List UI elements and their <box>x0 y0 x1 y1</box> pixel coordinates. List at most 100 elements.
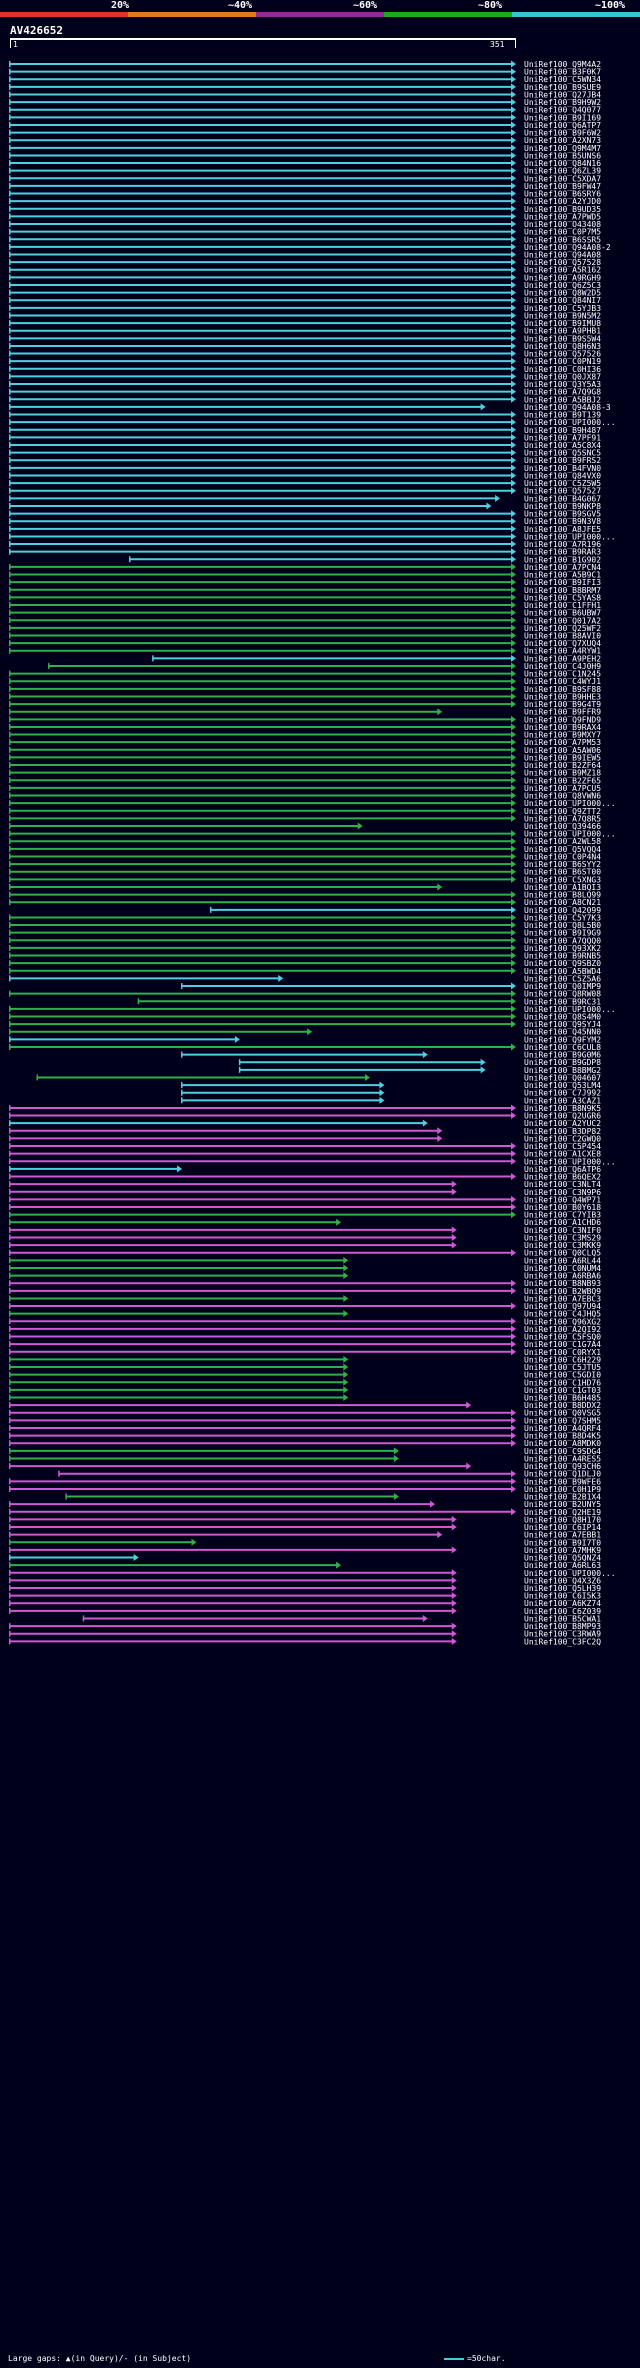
hit-label[interactable]: UniRef100_A4RYW1 <box>524 647 601 656</box>
hit-label[interactable]: UniRef100_Q8W2D5 <box>524 289 601 298</box>
hit-label[interactable]: UniRef100_Q6Z5C3 <box>524 281 601 290</box>
hit-label[interactable]: UniRef100_Q94A08-2 <box>524 243 611 252</box>
hit-label[interactable]: UniRef100_A2YJD0 <box>524 197 601 206</box>
hit-label[interactable]: UniRef100_Q57528 <box>524 258 601 267</box>
hit-label[interactable]: UniRef100_Q5VQQ4 <box>524 845 601 854</box>
hit-row[interactable]: UniRef100_B9F6W2 <box>9 129 601 138</box>
hit-row[interactable]: UniRef100_C6Z039 <box>9 1607 601 1616</box>
hit-row[interactable]: UniRef100_C1G7A4 <box>9 1340 601 1349</box>
hit-row[interactable]: UniRef100_C0NUM4 <box>9 1264 601 1273</box>
hit-label[interactable]: UniRef100_Q97U94 <box>524 1302 601 1311</box>
hit-label[interactable]: UniRef100_C1G7A4 <box>524 1340 601 1349</box>
hit-row[interactable]: UniRef100_C4J0H9 <box>48 662 601 671</box>
hit-label[interactable]: UniRef100_Q8RW08 <box>524 990 601 999</box>
hit-row[interactable]: UniRef100_C5Z5A6 <box>9 974 601 983</box>
hit-row[interactable]: UniRef100_Q9M4A2 <box>9 60 601 69</box>
hit-row[interactable]: UniRef100_A7Q8R5 <box>9 814 601 823</box>
hit-label[interactable]: UniRef100_B9T139 <box>524 411 601 420</box>
hit-row[interactable]: UniRef100_B2ZF65 <box>9 776 601 785</box>
hit-row[interactable]: UniRef100_Q84VX0 <box>9 471 601 480</box>
hit-label[interactable]: UniRef100_C0P7M5 <box>524 228 601 237</box>
hit-label[interactable]: UniRef100_A8CN21 <box>524 898 601 907</box>
hit-row[interactable]: UniRef100_B0Y618 <box>9 1203 601 1212</box>
hit-row[interactable]: UniRef100_UPI000... <box>9 799 616 808</box>
hit-label[interactable]: UniRef100_Q7SHM5 <box>524 1416 601 1425</box>
hit-row[interactable]: UniRef100_Q4X3Z6 <box>9 1576 601 1585</box>
hit-row[interactable]: UniRef100_B9S5W4 <box>9 334 601 343</box>
hit-row[interactable]: UniRef100_A5BBJ2 <box>9 395 601 404</box>
hit-row[interactable]: UniRef100_C3N9P6 <box>9 1188 601 1197</box>
hit-label[interactable]: UniRef100_C6IP14 <box>524 1523 601 1532</box>
hit-label[interactable]: UniRef100_A1CHD6 <box>524 1218 601 1227</box>
hit-label[interactable]: UniRef100_B8NB93 <box>524 1279 601 1288</box>
hit-row[interactable]: UniRef100_B6ST00 <box>9 868 601 877</box>
hit-row[interactable]: UniRef100_UPI000... <box>9 1569 616 1578</box>
hit-row[interactable]: UniRef100_Q4Q077 <box>9 106 601 115</box>
hit-row[interactable]: UniRef100_Q45NN0 <box>9 1028 601 1037</box>
hit-row[interactable]: UniRef100_B8AVI0 <box>9 632 601 641</box>
hit-row[interactable]: UniRef100_C0P7M5 <box>9 228 601 237</box>
hit-label[interactable]: UniRef100_B8MP93 <box>524 1622 601 1631</box>
hit-row[interactable]: UniRef100_B9G4T9 <box>9 700 601 709</box>
hit-row[interactable]: UniRef100_C3FC2Q <box>9 1637 601 1646</box>
hit-label[interactable]: UniRef100_B1G902 <box>524 555 601 564</box>
hit-label[interactable]: UniRef100_B9RAX4 <box>524 723 601 732</box>
hit-label[interactable]: UniRef100_Q84NI7 <box>524 296 601 305</box>
hit-row[interactable]: UniRef100_B8LQ99 <box>9 891 601 900</box>
hit-row[interactable]: UniRef100_Q8RW08 <box>9 990 601 999</box>
hit-row[interactable]: UniRef100_B8NB93 <box>9 1279 601 1288</box>
hit-row[interactable]: UniRef100_B4FVN0 <box>9 464 601 473</box>
hit-label[interactable]: UniRef100_Q9FND9 <box>524 715 601 724</box>
hit-row[interactable]: UniRef100_B6H485 <box>9 1394 601 1403</box>
hit-label[interactable]: UniRef100_A7EBC3 <box>524 1294 601 1303</box>
hit-row[interactable]: UniRef100_A1CHD6 <box>9 1218 601 1227</box>
hit-label[interactable]: UniRef100_A7R196 <box>524 540 601 549</box>
hit-label[interactable]: UniRef100_Q2UGR6 <box>524 1112 601 1121</box>
hit-row[interactable]: UniRef100_Q6ATP6 <box>9 1165 601 1174</box>
hit-row[interactable]: UniRef100_Q96XG2 <box>9 1317 601 1326</box>
hit-label[interactable]: UniRef100_C6Z039 <box>524 1607 601 1616</box>
hit-row[interactable]: UniRef100_B9RC31 <box>137 997 602 1006</box>
hit-row[interactable]: UniRef100_B9N5M2 <box>9 311 601 320</box>
hit-row[interactable]: UniRef100_Q5SNC5 <box>9 449 601 458</box>
hit-label[interactable]: UniRef100_B9I9G9 <box>524 929 601 938</box>
hit-row[interactable]: UniRef100_A4RES5 <box>9 1454 601 1463</box>
hit-label[interactable]: UniRef100_B9WFE6 <box>524 1477 601 1486</box>
hit-row[interactable]: UniRef100_B2B1X4 <box>65 1493 601 1502</box>
hit-row[interactable]: UniRef100_O43408 <box>9 220 601 229</box>
hit-label[interactable]: UniRef100_A2YUC2 <box>524 1119 601 1128</box>
hit-label[interactable]: UniRef100_UPI000... <box>524 1569 616 1578</box>
hit-label[interactable]: UniRef100_Q9FYM2 <box>524 1035 601 1044</box>
hit-label[interactable]: UniRef100_Q42099 <box>524 906 601 915</box>
hit-row[interactable]: UniRef100_C0H1P9 <box>9 1485 601 1494</box>
hit-label[interactable]: UniRef100_UPI000... <box>524 830 616 839</box>
hit-row[interactable]: UniRef100_Q2HE19 <box>9 1508 601 1517</box>
hit-label[interactable]: UniRef100_B9IEW5 <box>524 753 601 762</box>
hit-row[interactable]: UniRef100_C5GDI0 <box>9 1371 601 1380</box>
hit-label[interactable]: UniRef100_Q57527 <box>524 487 601 496</box>
hit-row[interactable]: UniRef100_A5BWD4 <box>9 967 601 976</box>
hit-label[interactable]: UniRef100_Q0JX87 <box>524 372 601 381</box>
hit-row[interactable]: UniRef100_A2XN73 <box>9 136 601 145</box>
hit-row[interactable]: UniRef100_A2WL58 <box>9 837 601 846</box>
hit-row[interactable]: UniRef100_B5CWA1 <box>82 1614 602 1623</box>
hit-label[interactable]: UniRef100_A5BWD4 <box>524 967 601 976</box>
hit-row[interactable]: UniRef100_B9RAR3 <box>9 548 601 557</box>
hit-label[interactable]: UniRef100_C0PN19 <box>524 357 601 366</box>
hit-row[interactable]: UniRef100_C6IP14 <box>9 1523 601 1532</box>
hit-row[interactable]: UniRef100_Q84NI7 <box>9 296 601 305</box>
hit-label[interactable]: UniRef100_B8D4K5 <box>524 1432 601 1441</box>
hit-label[interactable]: UniRef100_A9RGH9 <box>524 273 601 282</box>
hit-row[interactable]: UniRef100_Q2UGR6 <box>9 1112 601 1121</box>
hit-label[interactable]: UniRef100_Q9M4A2 <box>524 60 601 69</box>
hit-row[interactable]: UniRef100_A1BQI3 <box>9 883 601 892</box>
hit-row[interactable]: UniRef100_Q017A2 <box>9 616 601 625</box>
hit-row[interactable]: UniRef100_A4RYW1 <box>9 647 601 656</box>
hit-label[interactable]: UniRef100_A7MHK9 <box>524 1546 601 1555</box>
hit-label[interactable]: UniRef100_Q84VX0 <box>524 471 601 480</box>
hit-row[interactable]: UniRef100_Q1DLJ0 <box>58 1470 601 1479</box>
hit-row[interactable]: UniRef100_A5R162 <box>9 266 601 275</box>
hit-row[interactable]: UniRef100_A2YJD0 <box>9 197 601 206</box>
hit-label[interactable]: UniRef100_A5C8X4 <box>524 441 601 450</box>
hit-row[interactable]: UniRef100_A7PM53 <box>9 738 601 747</box>
